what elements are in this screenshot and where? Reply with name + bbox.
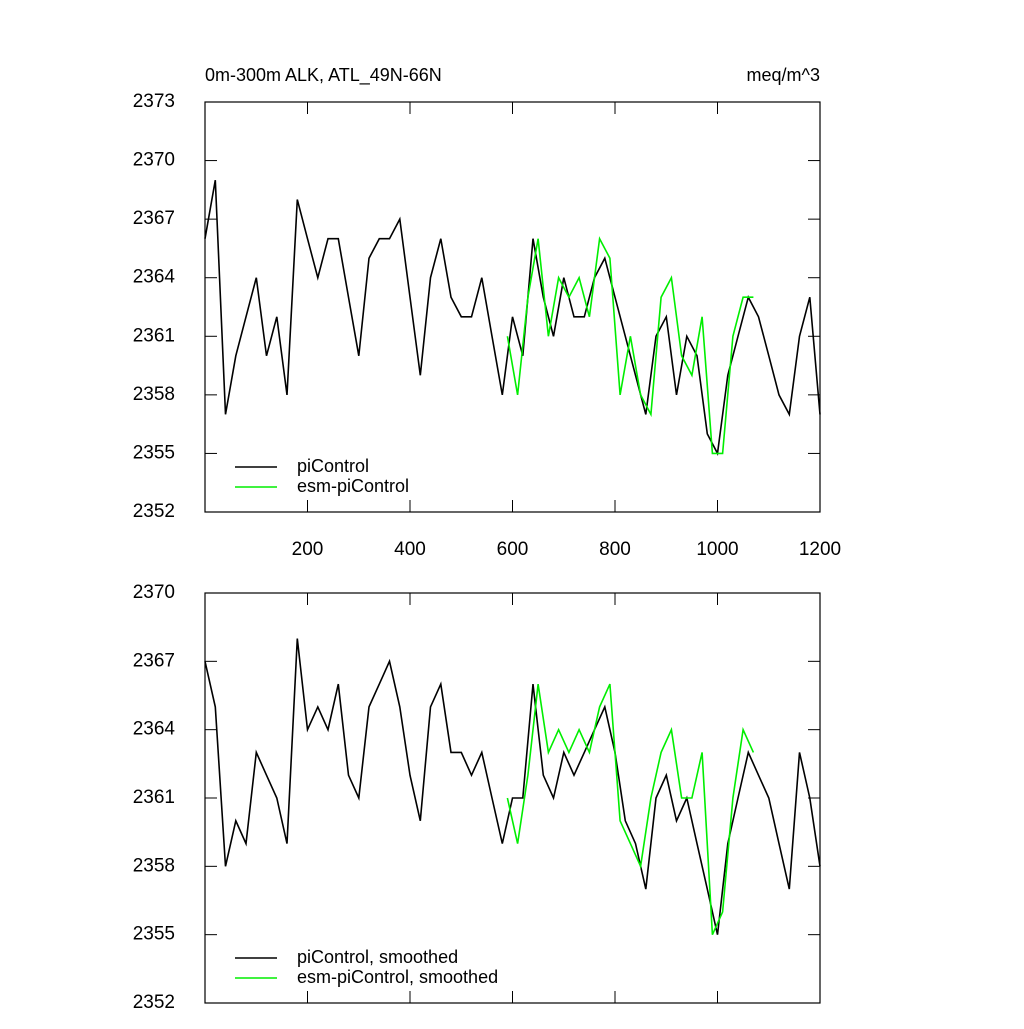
x-tick-label: 800: [599, 539, 631, 560]
x-tick-label: 1000: [696, 539, 738, 560]
y-tick-label: 2352: [133, 992, 175, 1013]
units-label: meq/m^3: [747, 65, 820, 85]
y-tick-label: 2355: [133, 924, 175, 945]
y-tick-label: 2364: [133, 267, 176, 288]
x-tick-label: 400: [394, 539, 426, 560]
y-tick-label: 2370: [133, 582, 175, 603]
chart-title: 0m-300m ALK, ATL_49N-66N: [205, 65, 442, 86]
data-line: [204, 179, 821, 457]
y-tick-label: 2367: [133, 208, 175, 229]
y-tick-label: 2364: [133, 719, 176, 740]
x-tick-label: 600: [497, 539, 529, 560]
plot-frame: [204, 592, 821, 1004]
x-tick-label: 200: [292, 539, 324, 560]
y-tick-label: 2358: [133, 855, 175, 876]
data-line: [506, 236, 754, 455]
data-line: [204, 638, 821, 935]
legend-label: piControl, smoothed: [297, 947, 458, 967]
x-tick-label: 1200: [799, 539, 841, 560]
legend-label: esm-piControl, smoothed: [297, 967, 498, 987]
y-tick-label: 2367: [133, 650, 175, 671]
data-line: [506, 683, 755, 936]
y-tick-label: 2361: [133, 787, 175, 808]
y-tick-label: 2361: [133, 325, 175, 346]
plot-frame: [204, 101, 821, 513]
legend-label: esm-piControl: [297, 476, 409, 496]
y-tick-label: 2370: [133, 150, 175, 171]
y-tick-label: 2373: [133, 91, 175, 112]
legend-label: piControl: [297, 456, 369, 476]
y-tick-label: 2355: [133, 442, 175, 463]
y-tick-label: 2358: [133, 384, 175, 405]
y-tick-label: 2352: [133, 501, 175, 522]
